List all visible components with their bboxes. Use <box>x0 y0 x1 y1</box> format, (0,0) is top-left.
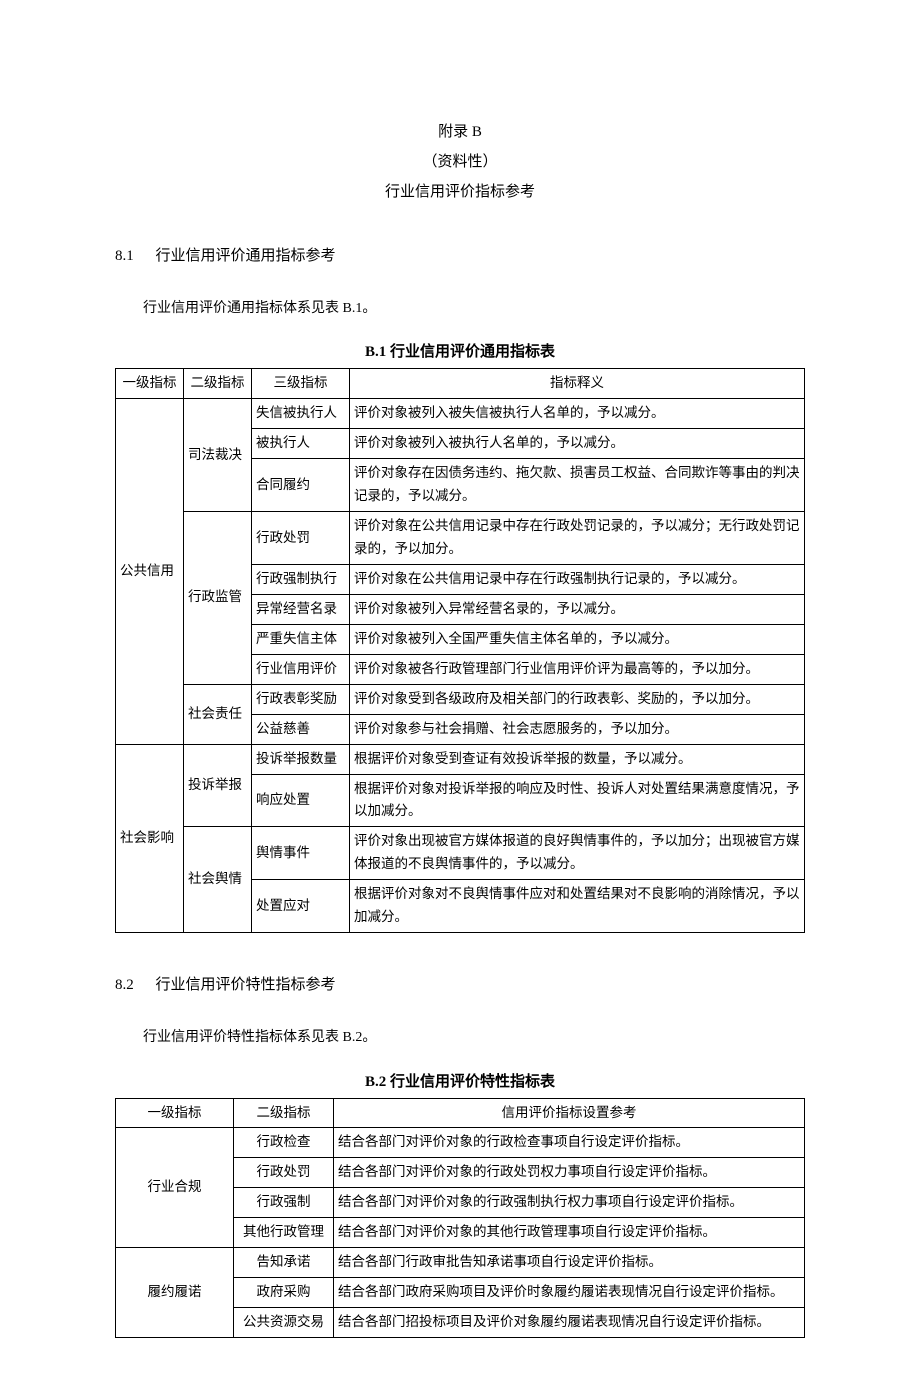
col-header: 二级指标 <box>184 369 252 399</box>
level2-cell: 投诉举报 <box>184 744 252 827</box>
level2-cell: 行政监管 <box>184 512 252 685</box>
table-row: 一级指标 二级指标 三级指标 指标释义 <box>116 369 805 399</box>
desc-cell: 结合各部门对评价对象的行政处罚权力事项自行设定评价指标。 <box>334 1158 805 1188</box>
desc-cell: 结合各部门行政审批告知承诺事项自行设定评价指标。 <box>334 1248 805 1278</box>
section-title: 行业信用评价特性指标参考 <box>156 977 336 993</box>
col-header: 一级指标 <box>116 369 184 399</box>
table1-caption: B.1 行业信用评价通用指标表 <box>115 340 805 364</box>
level3-cell: 失信被执行人 <box>252 399 350 429</box>
col-header: 指标释义 <box>350 369 805 399</box>
table-row: 社会影响投诉举报投诉举报数量根据评价对象受到查证有效投诉举报的数量，予以减分。 <box>116 744 805 774</box>
desc-cell: 评价对象被列入全国严重失信主体名单的，予以减分。 <box>350 624 805 654</box>
table2-caption: B.2 行业信用评价特性指标表 <box>115 1070 805 1094</box>
desc-cell: 评价对象受到各级政府及相关部门的行政表彰、奖励的，予以加分。 <box>350 684 805 714</box>
table-row: 一级指标 二级指标 信用评价指标设置参考 <box>116 1098 805 1128</box>
desc-cell: 结合各部门对评价对象的行政强制执行权力事项自行设定评价指标。 <box>334 1188 805 1218</box>
table-row: 行政监管行政处罚评价对象在公共信用记录中存在行政处罚记录的，予以减分；无行政处罚… <box>116 512 805 565</box>
section-heading-1: 8.1 行业信用评价通用指标参考 <box>115 244 805 268</box>
desc-cell: 评价对象被列入异常经营名录的，予以减分。 <box>350 594 805 624</box>
desc-cell: 根据评价对象受到查证有效投诉举报的数量，予以减分。 <box>350 744 805 774</box>
table-row: 履约履诺告知承诺结合各部门行政审批告知承诺事项自行设定评价指标。 <box>116 1248 805 1278</box>
desc-cell: 结合各部门对评价对象的其他行政管理事项自行设定评价指标。 <box>334 1218 805 1248</box>
desc-cell: 根据评价对象对投诉举报的响应及时性、投诉人对处置结果满意度情况，予以加减分。 <box>350 774 805 827</box>
level1-cell: 社会影响 <box>116 744 184 933</box>
level3-cell: 行政处罚 <box>252 512 350 565</box>
desc-cell: 评价对象被各行政管理部门行业信用评价评为最高等的，予以加分。 <box>350 654 805 684</box>
desc-cell: 评价对象存在因债务违约、拖欠款、损害员工权益、合同欺诈等事由的判决记录的，予以减… <box>350 459 805 512</box>
desc-cell: 结合各部门政府采购项目及评价时象履约履诺表现情况自行设定评价指标。 <box>334 1278 805 1308</box>
table-b1: 一级指标 二级指标 三级指标 指标释义 公共信用司法裁决失信被执行人评价对象被列… <box>115 368 805 933</box>
level2-cell: 告知承诺 <box>234 1248 334 1278</box>
level2-cell: 社会舆情 <box>184 827 252 933</box>
level3-cell: 投诉举报数量 <box>252 744 350 774</box>
col-header: 信用评价指标设置参考 <box>334 1098 805 1128</box>
level3-cell: 异常经营名录 <box>252 594 350 624</box>
annex-label: 附录 B <box>115 120 805 144</box>
table-row: 公共信用司法裁决失信被执行人评价对象被列入被失信被执行人名单的，予以减分。 <box>116 399 805 429</box>
section1-intro: 行业信用评价通用指标体系见表 B.1。 <box>115 298 805 320</box>
annex-header: 附录 B （资料性） 行业信用评价指标参考 <box>115 120 805 204</box>
desc-cell: 结合各部门对评价对象的行政检查事项自行设定评价指标。 <box>334 1128 805 1158</box>
level3-cell: 合同履约 <box>252 459 350 512</box>
level3-cell: 响应处置 <box>252 774 350 827</box>
desc-cell: 评价对象被列入被执行人名单的，予以减分。 <box>350 429 805 459</box>
level1-cell: 公共信用 <box>116 399 184 744</box>
level2-cell: 政府采购 <box>234 1278 334 1308</box>
level3-cell: 处置应对 <box>252 880 350 933</box>
section2-intro: 行业信用评价特性指标体系见表 B.2。 <box>115 1027 805 1049</box>
level3-cell: 行政表彰奖励 <box>252 684 350 714</box>
level1-cell: 履约履诺 <box>116 1248 234 1338</box>
table-b2: 一级指标 二级指标 信用评价指标设置参考 行业合规行政检查结合各部门对评价对象的… <box>115 1098 805 1339</box>
col-header: 一级指标 <box>116 1098 234 1128</box>
annex-kind: （资料性） <box>115 150 805 174</box>
section-title: 行业信用评价通用指标参考 <box>156 248 336 264</box>
desc-cell: 评价对象在公共信用记录中存在行政处罚记录的，予以减分；无行政处罚记录的，予以加分… <box>350 512 805 565</box>
table-row: 社会责任行政表彰奖励评价对象受到各级政府及相关部门的行政表彰、奖励的，予以加分。 <box>116 684 805 714</box>
level1-cell: 行业合规 <box>116 1128 234 1248</box>
level3-cell: 行业信用评价 <box>252 654 350 684</box>
section-number: 8.1 <box>115 248 134 264</box>
level2-cell: 司法裁决 <box>184 399 252 512</box>
level3-cell: 严重失信主体 <box>252 624 350 654</box>
level3-cell: 舆情事件 <box>252 827 350 880</box>
level2-cell: 行政检查 <box>234 1128 334 1158</box>
level2-cell: 行政处罚 <box>234 1158 334 1188</box>
desc-cell: 结合各部门招投标项目及评价对象履约履诺表现情况自行设定评价指标。 <box>334 1308 805 1338</box>
level2-cell: 公共资源交易 <box>234 1308 334 1338</box>
desc-cell: 评价对象被列入被失信被执行人名单的，予以减分。 <box>350 399 805 429</box>
annex-title: 行业信用评价指标参考 <box>115 180 805 204</box>
desc-cell: 评价对象参与社会捐赠、社会志愿服务的，予以加分。 <box>350 714 805 744</box>
level3-cell: 被执行人 <box>252 429 350 459</box>
col-header: 三级指标 <box>252 369 350 399</box>
level3-cell: 公益慈善 <box>252 714 350 744</box>
level2-cell: 社会责任 <box>184 684 252 744</box>
section-heading-2: 8.2 行业信用评价特性指标参考 <box>115 973 805 997</box>
table-row: 社会舆情舆情事件评价对象出现被官方媒体报道的良好舆情事件的，予以加分；出现被官方… <box>116 827 805 880</box>
col-header: 二级指标 <box>234 1098 334 1128</box>
table-row: 行业合规行政检查结合各部门对评价对象的行政检查事项自行设定评价指标。 <box>116 1128 805 1158</box>
section-number: 8.2 <box>115 977 134 993</box>
desc-cell: 评价对象在公共信用记录中存在行政强制执行记录的，予以减分。 <box>350 564 805 594</box>
level3-cell: 行政强制执行 <box>252 564 350 594</box>
level2-cell: 其他行政管理 <box>234 1218 334 1248</box>
desc-cell: 根据评价对象对不良舆情事件应对和处置结果对不良影响的消除情况，予以加减分。 <box>350 880 805 933</box>
desc-cell: 评价对象出现被官方媒体报道的良好舆情事件的，予以加分；出现被官方媒体报道的不良舆… <box>350 827 805 880</box>
level2-cell: 行政强制 <box>234 1188 334 1218</box>
